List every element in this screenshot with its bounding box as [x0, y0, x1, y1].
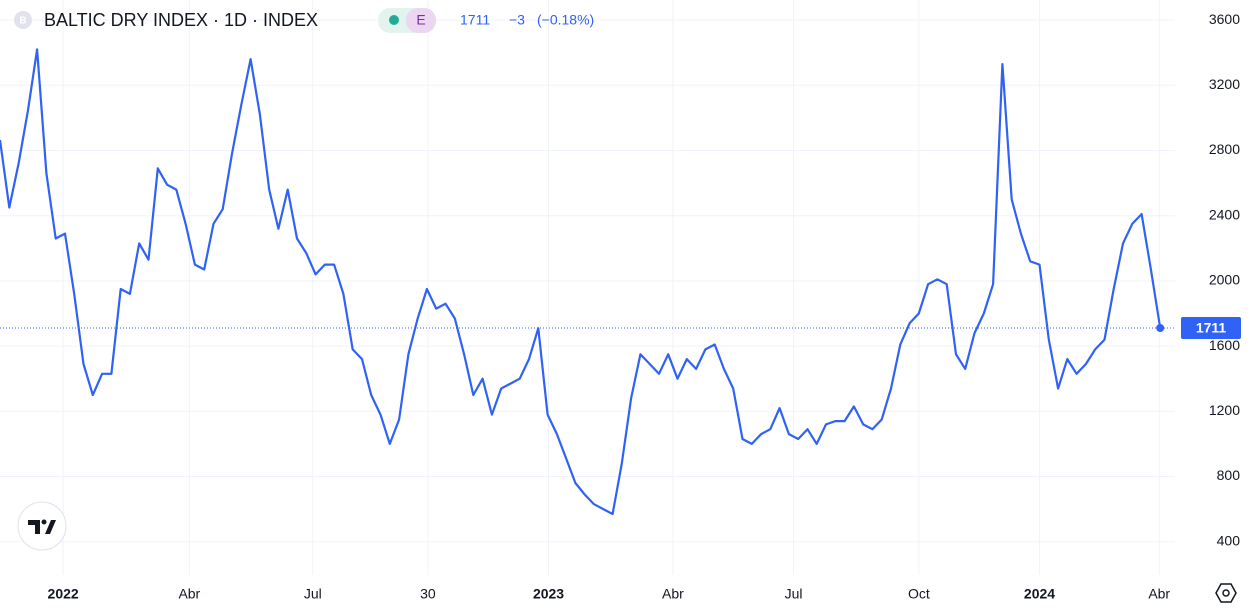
- last-value: 1711: [460, 12, 490, 28]
- market-status-dot: [389, 15, 399, 25]
- plot: [0, 48, 1175, 516]
- y-tick-label: 2000: [1209, 272, 1240, 288]
- symbol-badge: B: [19, 16, 26, 27]
- y-tick-label: 1600: [1209, 337, 1240, 353]
- change: −3: [509, 12, 525, 28]
- grid: [0, 0, 1175, 575]
- x-tick-label: Abr: [178, 586, 200, 602]
- symbol-icon: [14, 11, 32, 29]
- x-tick-label: Jul: [304, 586, 322, 602]
- logo-dot: [41, 519, 47, 525]
- change-percent: (−0.18%): [537, 12, 594, 28]
- x-tick-label: Oct: [908, 586, 930, 602]
- x-tick-label: Abr: [662, 586, 684, 602]
- exchange-badge: E: [416, 12, 425, 28]
- y-tick-label: 800: [1217, 467, 1241, 483]
- x-tick-label: 2023: [533, 586, 564, 602]
- y-tick-label: 2400: [1209, 206, 1240, 222]
- last-price-dot: [1156, 324, 1165, 333]
- x-tick-label: 2022: [48, 586, 79, 602]
- logo[interactable]: [17, 501, 67, 551]
- last-price-label: 1711: [1196, 320, 1227, 336]
- x-tick-label: Abr: [1148, 586, 1170, 602]
- settings-button[interactable]: [1215, 583, 1237, 603]
- price-line: [0, 48, 1162, 516]
- y-tick-label: 1200: [1209, 402, 1240, 418]
- x-tick-label: 2024: [1024, 586, 1055, 602]
- y-tick-label: 2800: [1209, 141, 1240, 157]
- chart-title: BALTIC DRY INDEX · 1D · INDEX: [44, 10, 318, 30]
- x-tick-label: 30: [420, 586, 436, 602]
- exchange-pill: [406, 8, 436, 33]
- settings-icon: [1222, 589, 1230, 597]
- last-price-box: [1181, 317, 1241, 340]
- y-tick-label: 400: [1217, 532, 1241, 548]
- x-tick-label: Jul: [785, 586, 803, 602]
- y-tick-label: 3200: [1209, 76, 1240, 92]
- y-tick-label: 3600: [1209, 11, 1240, 27]
- logo-mark: [28, 520, 56, 534]
